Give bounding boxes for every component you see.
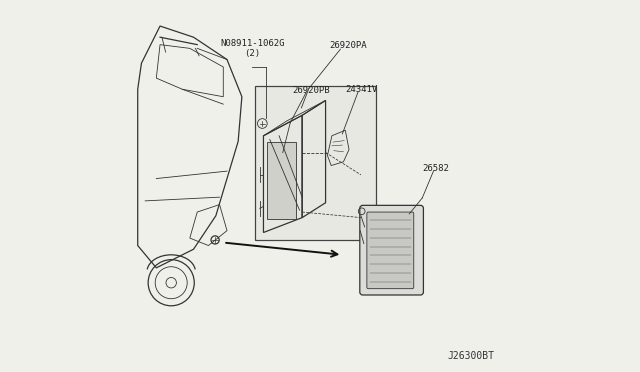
Text: N08911-1062G
(2): N08911-1062G (2) bbox=[220, 39, 285, 58]
Text: 26920PA: 26920PA bbox=[329, 41, 367, 50]
Bar bbox=[267, 142, 296, 219]
Bar bbox=[255, 86, 376, 240]
FancyBboxPatch shape bbox=[367, 212, 413, 289]
FancyBboxPatch shape bbox=[360, 205, 424, 295]
Text: 26582: 26582 bbox=[422, 164, 449, 173]
Text: 24341V: 24341V bbox=[346, 85, 378, 94]
Text: J26300BT: J26300BT bbox=[448, 351, 495, 361]
Text: 26920PB: 26920PB bbox=[292, 86, 330, 94]
